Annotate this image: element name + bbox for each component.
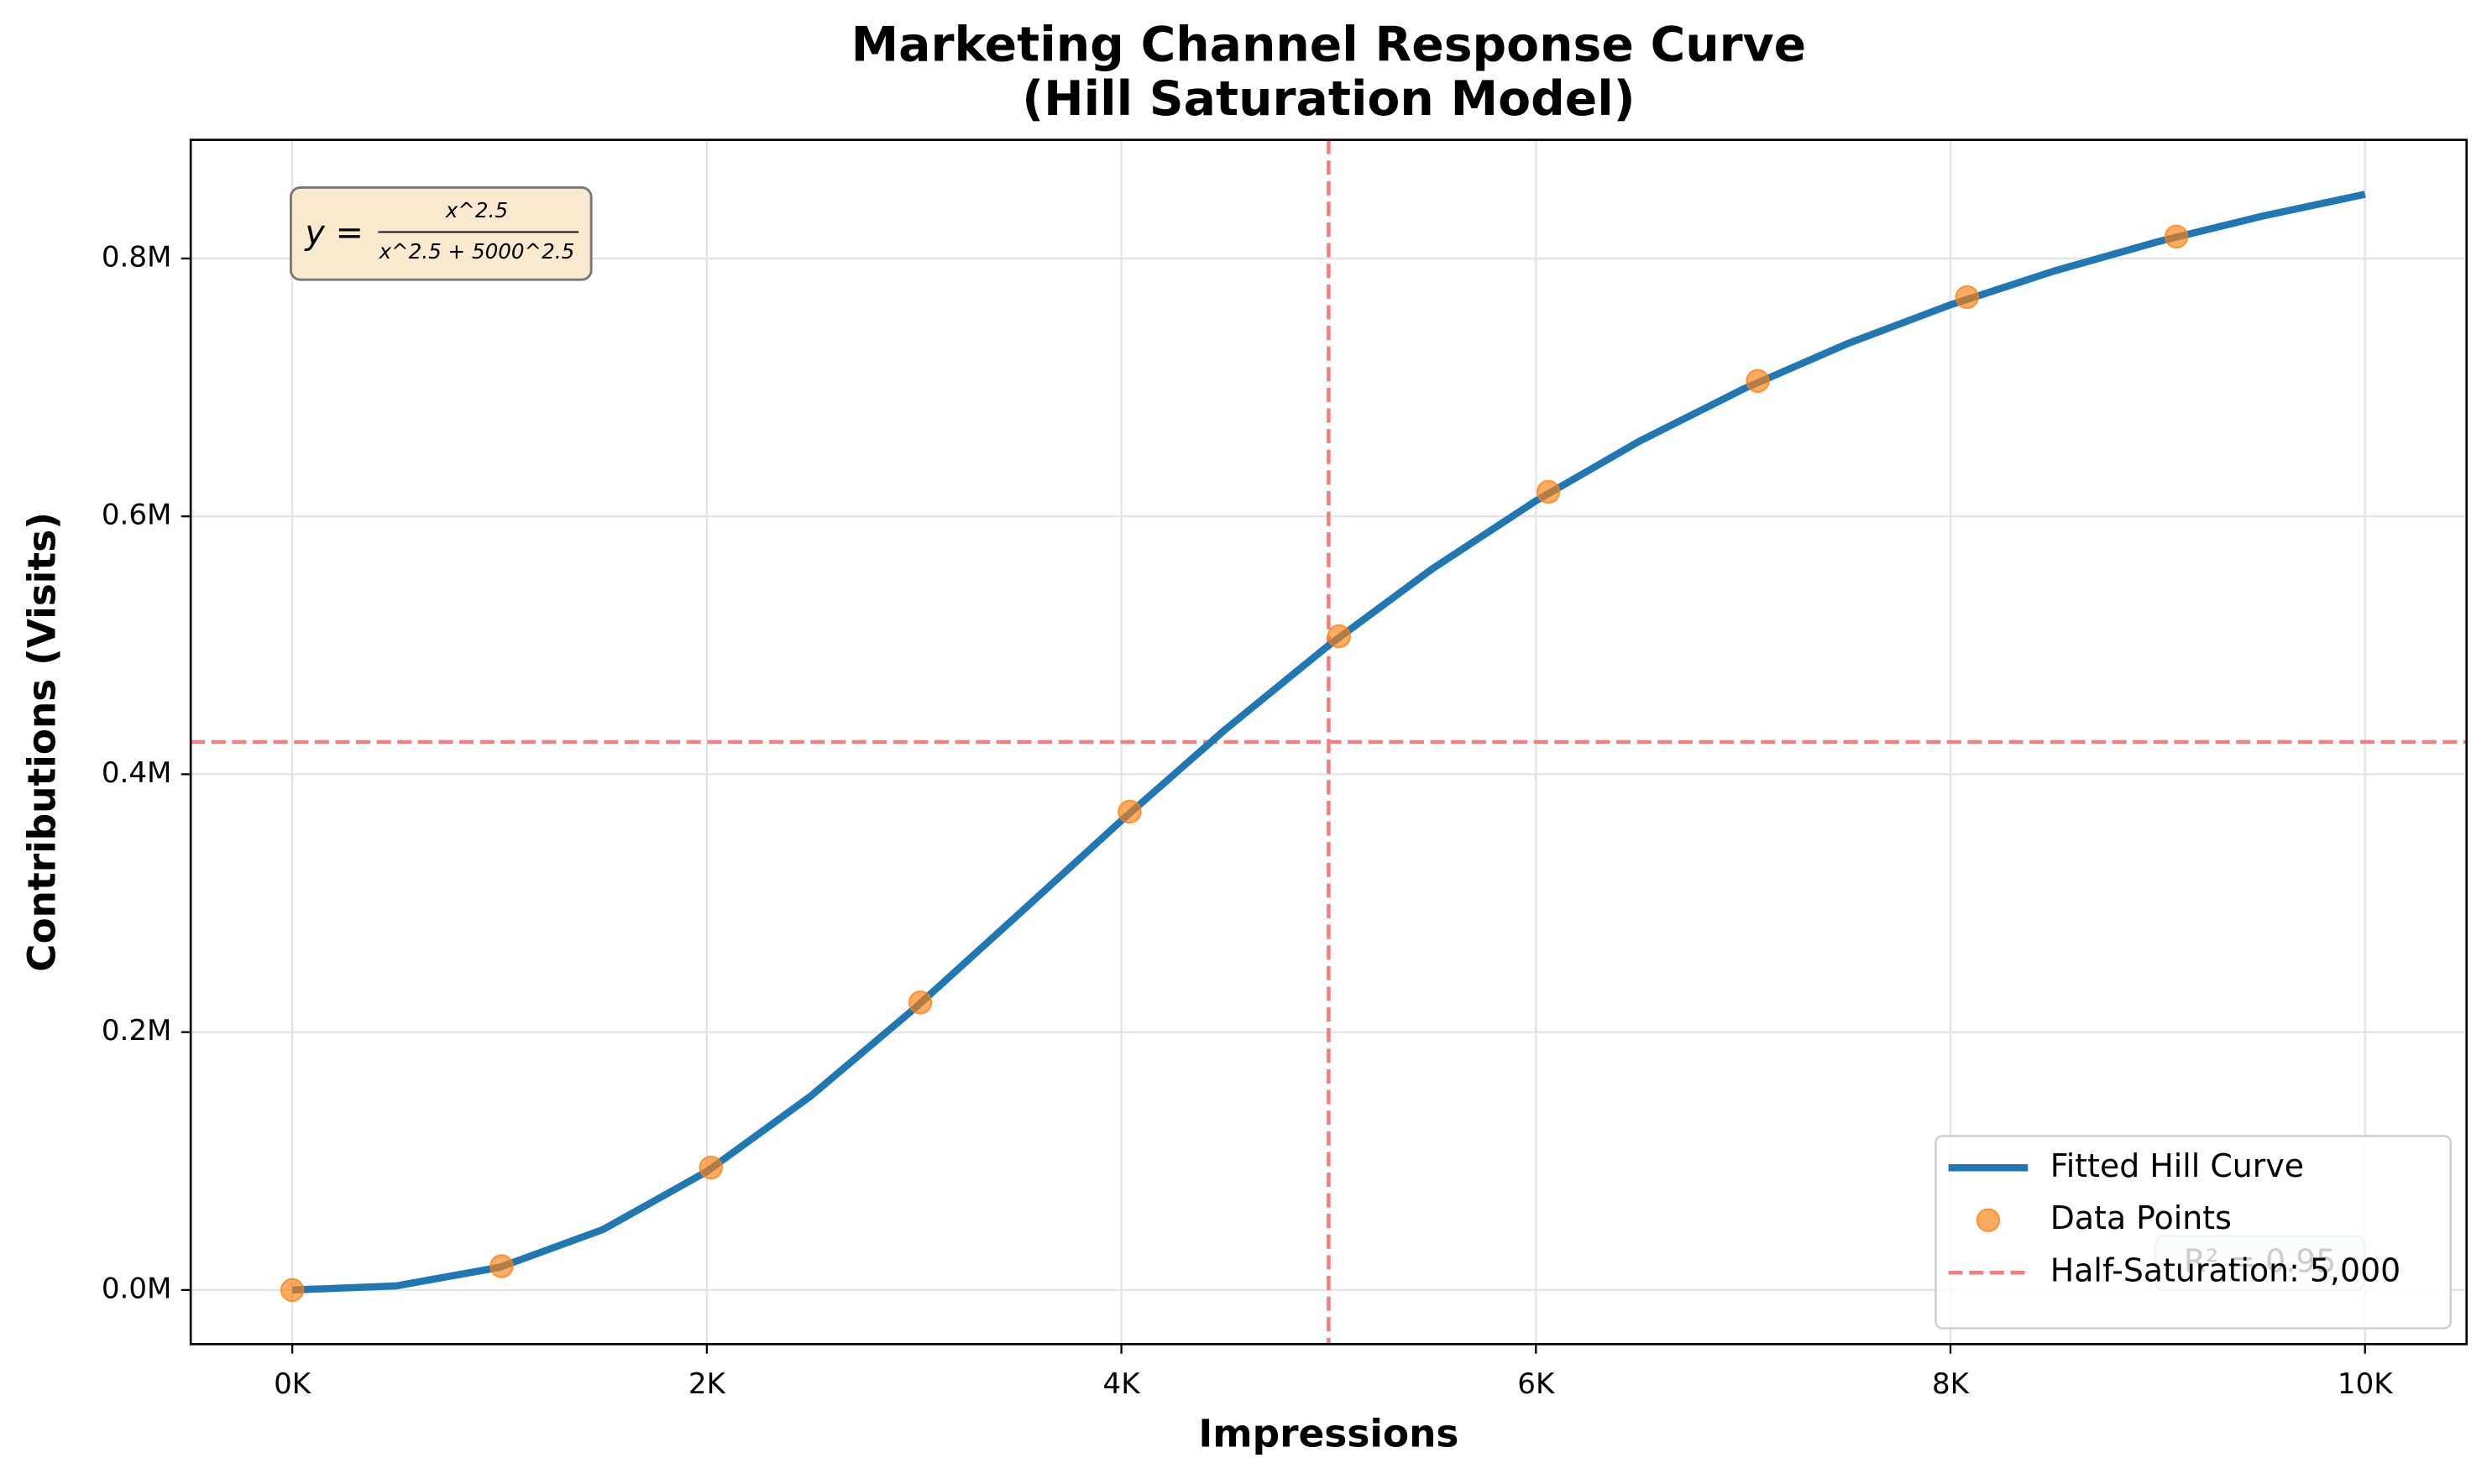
legend-label: Half-Saturation: 5,000	[2050, 1252, 2400, 1289]
axes-frame	[189, 138, 2468, 1346]
legend-label: Data Points	[2050, 1199, 2232, 1236]
legend-box	[1934, 1135, 2452, 1330]
y-tick-label: 0.0M	[102, 1272, 172, 1305]
y-axis-label: Contributions (Visits)	[20, 512, 65, 972]
data-point	[2164, 224, 2189, 249]
x-tick-label: 10K	[2338, 1367, 2394, 1401]
chart-subtitle: (Hill Saturation Model)	[1022, 71, 1635, 127]
legend-swatch	[1976, 1208, 2001, 1232]
data-point	[1955, 285, 1979, 310]
y-tick-label: 0.6M	[102, 499, 172, 532]
data-point	[490, 1254, 514, 1278]
chart-title: Marketing Channel Response Curve	[851, 17, 1807, 72]
data-point	[908, 990, 933, 1015]
x-tick-label: 0K	[274, 1367, 312, 1401]
data-point	[699, 1155, 723, 1180]
x-axis-label: Impressions	[1198, 1412, 1458, 1456]
x-tick-label: 2K	[688, 1367, 727, 1401]
data-point	[1118, 799, 1142, 824]
legend-label: Fitted Hill Curve	[2050, 1147, 2304, 1184]
fitted-curve	[291, 191, 2366, 1294]
formula-box	[289, 186, 593, 281]
data-point	[280, 1278, 305, 1303]
data-point	[1327, 624, 1351, 649]
y-tick-label: 0.4M	[102, 756, 172, 790]
formula-denominator: x^2.5 + 5000^2.5	[378, 239, 574, 264]
y-tick-label: 0.8M	[102, 240, 172, 274]
formula-numerator: x^2.5	[445, 198, 508, 222]
formula-lhs: y =	[304, 214, 363, 253]
x-tick-label: 6K	[1517, 1367, 1556, 1401]
y-tick-label: 0.2M	[102, 1014, 172, 1048]
x-tick-label: 8K	[1932, 1367, 1971, 1401]
data-point	[1746, 368, 1770, 394]
data-point	[1536, 479, 1561, 504]
x-tick-label: 4K	[1103, 1367, 1142, 1401]
